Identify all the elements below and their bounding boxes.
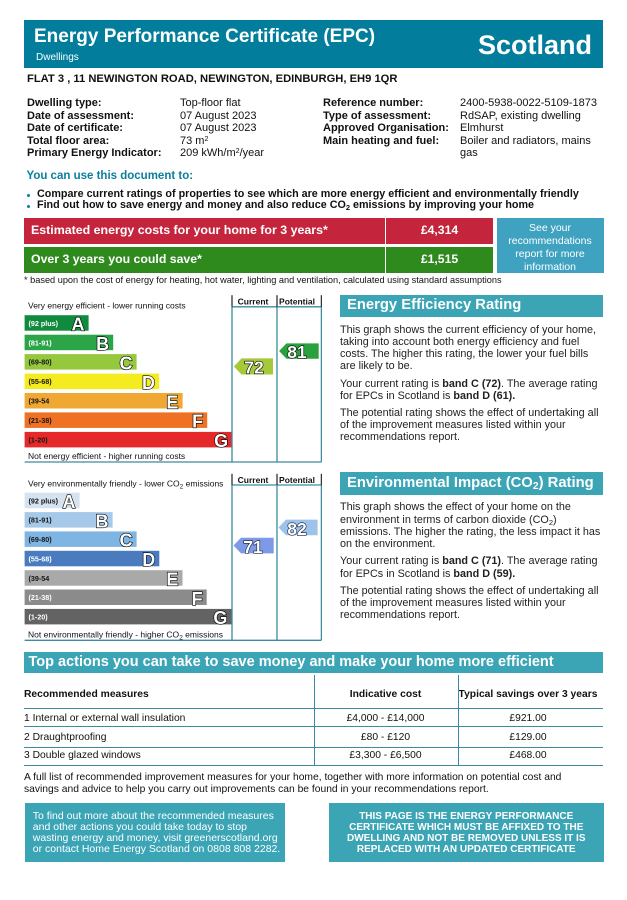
svg-text:D: D — [142, 373, 155, 393]
svg-text:(1-20): (1-20) — [29, 613, 49, 622]
svg-text:(81-91): (81-91) — [29, 338, 53, 347]
svg-text:(21-38): (21-38) — [29, 593, 53, 602]
svg-text:G: G — [213, 608, 227, 628]
svg-text:71: 71 — [243, 537, 263, 557]
svg-text:Current: Current — [238, 475, 269, 485]
svg-text:Current: Current — [238, 297, 269, 307]
svg-text:(55-68): (55-68) — [29, 554, 53, 563]
svg-text:F: F — [192, 589, 203, 609]
svg-text:G: G — [214, 431, 228, 451]
svg-text:F: F — [192, 412, 203, 432]
svg-text:Potential: Potential — [279, 297, 315, 307]
svg-text:(1-20): (1-20) — [29, 436, 49, 445]
svg-text:D: D — [142, 550, 155, 570]
svg-text:(39-54: (39-54 — [29, 397, 50, 406]
svg-text:(81-91): (81-91) — [29, 516, 53, 525]
svg-text:(21-38): (21-38) — [29, 416, 53, 425]
svg-text:Not energy efficient - higher: Not energy efficient - higher running co… — [28, 451, 185, 461]
svg-text:C: C — [120, 353, 133, 373]
svg-text:C: C — [120, 531, 133, 551]
svg-text:72: 72 — [244, 358, 264, 378]
svg-text:Not environmentally friendly -: Not environmentally friendly - higher CO… — [28, 630, 223, 642]
svg-text:(69-80): (69-80) — [29, 358, 53, 367]
svg-text:A: A — [63, 492, 76, 512]
svg-text:Very energy efficient - lower: Very energy efficient - lower running co… — [28, 300, 186, 310]
svg-text:B: B — [96, 334, 109, 354]
svg-text:E: E — [166, 392, 178, 412]
svg-text:(92 plus): (92 plus) — [29, 496, 59, 505]
svg-text:E: E — [166, 570, 178, 590]
svg-text:81: 81 — [287, 342, 307, 362]
svg-text:B: B — [96, 511, 109, 531]
svg-text:Very environmentally friendly: Very environmentally friendly - lower CO… — [28, 479, 223, 491]
svg-text:(55-68): (55-68) — [29, 377, 53, 386]
svg-text:(69-80): (69-80) — [29, 535, 53, 544]
svg-text:A: A — [72, 315, 85, 335]
svg-text:(39-54: (39-54 — [29, 574, 50, 583]
svg-text:82: 82 — [287, 519, 307, 539]
svg-text:Potential: Potential — [279, 475, 315, 485]
svg-text:(92 plus): (92 plus) — [29, 319, 59, 328]
